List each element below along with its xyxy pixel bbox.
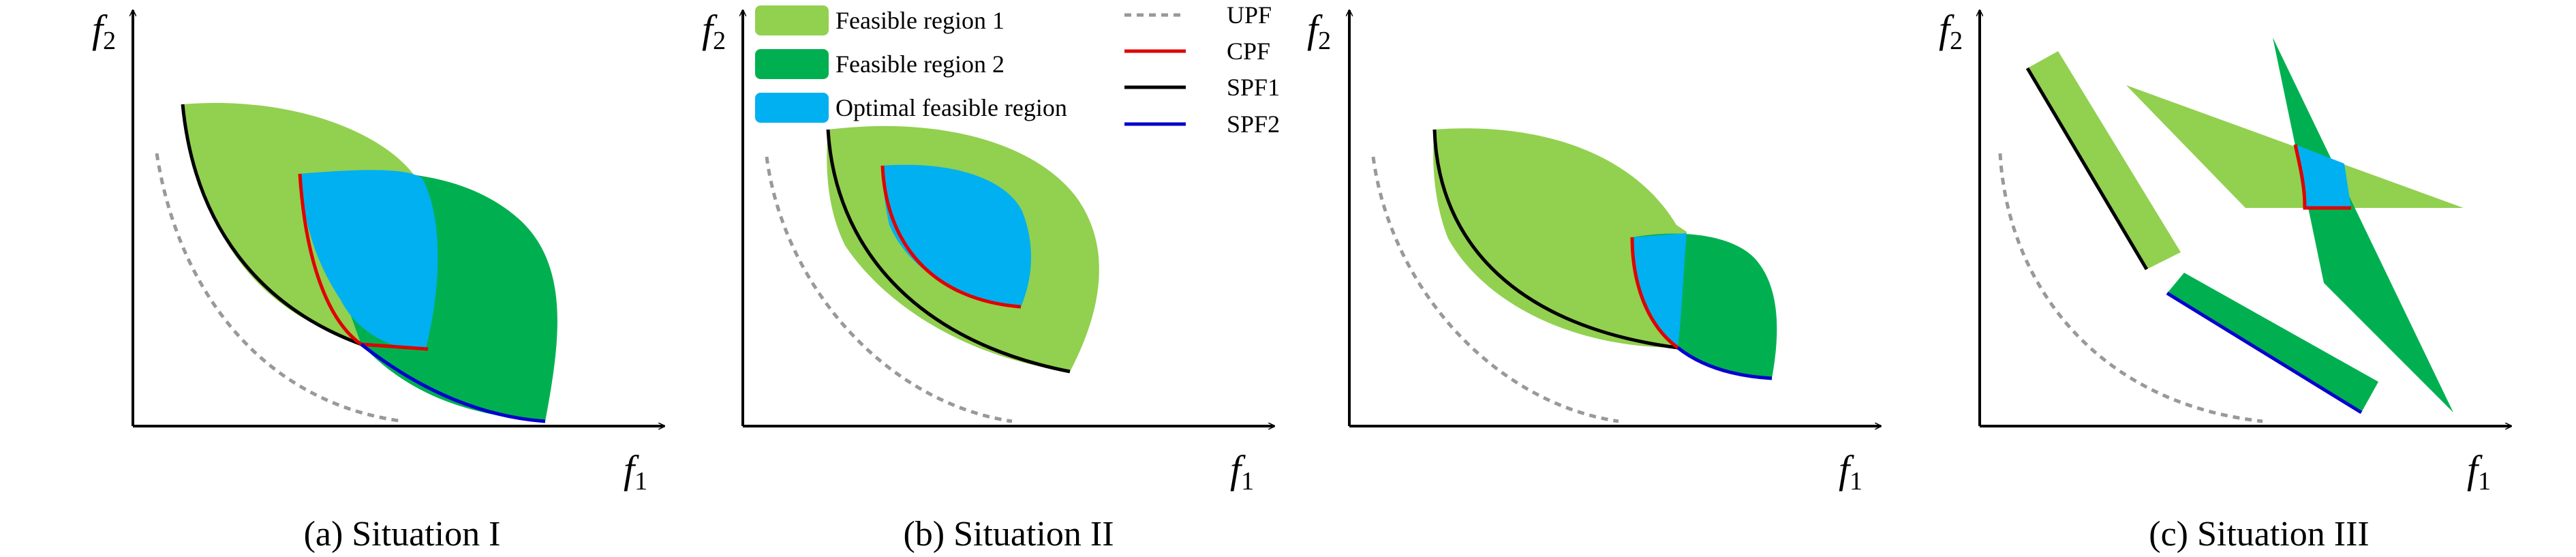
feasible-region-2-wedge bbox=[2273, 37, 2453, 412]
panel-situation-2: f1 f2 (b) Situation II Feasible region 1… bbox=[702, 1, 1280, 554]
cpf-curve bbox=[880, 165, 1022, 309]
legend-label: Feasible region 1 bbox=[835, 7, 1005, 34]
x-axis-label: f1 bbox=[2467, 447, 2491, 496]
cpf-line bbox=[2293, 144, 2351, 210]
upf-curve bbox=[1998, 153, 2263, 423]
optimal-feasible-region bbox=[883, 164, 1031, 307]
panel-situation-1: f1 f2 (a) Situation I bbox=[92, 7, 664, 554]
legend-label: Optimal feasible region bbox=[835, 94, 1067, 121]
cpf-curve bbox=[1630, 237, 1679, 350]
panel-situation-3: f1 f2 (c) Situation III bbox=[1939, 7, 2511, 554]
legend-item-feasible-region-2: Feasible region 2 bbox=[755, 49, 1005, 79]
panel-caption: (c) Situation III bbox=[2149, 515, 2369, 554]
upf-curve bbox=[765, 156, 1013, 423]
y-axis-label: f2 bbox=[92, 7, 116, 55]
legend-swatch bbox=[755, 49, 829, 79]
feasible-region-1 bbox=[1433, 128, 1687, 348]
y-axis-label: f2 bbox=[1939, 7, 1963, 55]
legend-item-optimal-feasible-region: Optimal feasible region bbox=[755, 93, 1067, 123]
spf1-curve bbox=[1432, 129, 1678, 350]
feasible-region-2-bar-bottom bbox=[2167, 273, 2378, 412]
legend-item-feasible-region-1: Feasible region 1 bbox=[755, 5, 1005, 35]
spf2-curve bbox=[360, 343, 546, 423]
legend-item-upf: UPF bbox=[1124, 1, 1272, 29]
spf1-curve bbox=[826, 129, 1071, 374]
legend: Feasible region 1 Feasible region 2 Opti… bbox=[755, 1, 1280, 138]
legend-label: UPF bbox=[1227, 1, 1272, 29]
panel-situation-2b: f1 f2 bbox=[1307, 7, 1881, 496]
legend-label: CPF bbox=[1227, 37, 1270, 65]
spf2-line bbox=[2166, 291, 2363, 415]
spf2-curve bbox=[1676, 346, 1773, 380]
legend-swatch bbox=[755, 5, 829, 35]
spf1-curve bbox=[181, 104, 362, 346]
upf-curve bbox=[1371, 156, 1619, 423]
legend-swatch bbox=[755, 93, 829, 123]
legend-item-spf2: SPF2 bbox=[1124, 110, 1280, 138]
legend-item-spf1: SPF1 bbox=[1124, 74, 1280, 101]
x-axis-label: f1 bbox=[1839, 447, 1862, 496]
feasible-region-1-bar-top bbox=[2027, 51, 2181, 269]
panel-caption: (a) Situation I bbox=[304, 515, 501, 554]
y-axis-label: f2 bbox=[702, 7, 726, 55]
legend-label: SPF2 bbox=[1227, 110, 1280, 138]
legend-label: SPF1 bbox=[1227, 74, 1280, 101]
x-axis-label: f1 bbox=[624, 447, 647, 496]
optimal-feasible-region bbox=[1632, 233, 1687, 348]
cpf-curve bbox=[298, 173, 429, 351]
optimal-feasible-region bbox=[300, 170, 438, 350]
panel-caption: (b) Situation II bbox=[903, 515, 1114, 554]
x-axis-label: f1 bbox=[1230, 447, 1254, 496]
y-axis-label: f2 bbox=[1307, 7, 1331, 55]
spf1-line bbox=[2025, 67, 2149, 271]
legend-label: Feasible region 2 bbox=[835, 50, 1005, 78]
legend-item-cpf: CPF bbox=[1124, 37, 1270, 65]
optimal-feasible-region bbox=[2295, 145, 2351, 208]
upf-curve bbox=[155, 153, 404, 423]
